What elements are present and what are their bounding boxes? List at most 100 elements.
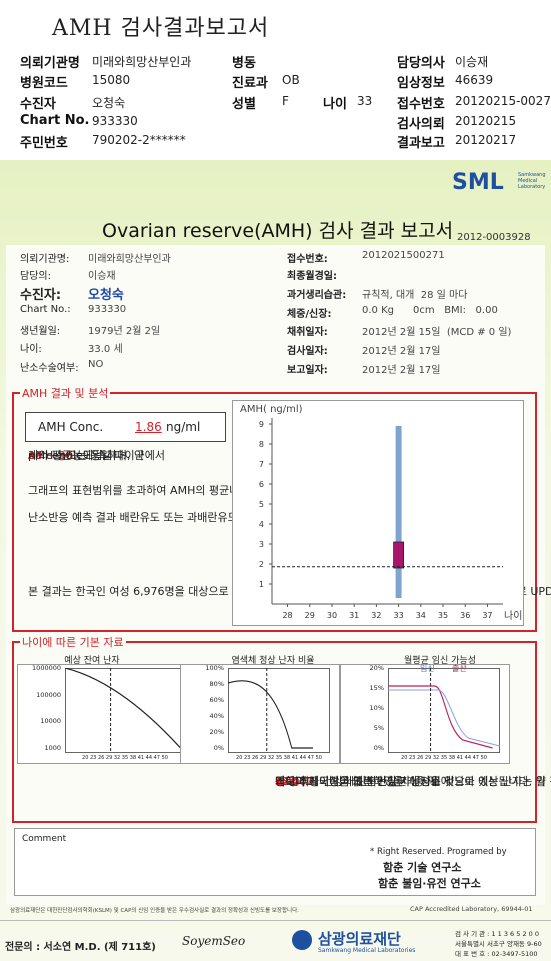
curve	[388, 689, 500, 747]
y-tick-label: 60%	[209, 696, 224, 704]
info-label: 최종월경일:	[287, 271, 337, 282]
field-label: 성별	[232, 97, 256, 112]
conc-value: 1.86	[135, 420, 162, 434]
field-label: 나이	[323, 97, 347, 112]
emphasis: 38	[28, 449, 42, 462]
legend-item: 임신	[420, 664, 435, 673]
y-tick-label: 100%	[205, 664, 224, 672]
amh-section-box	[12, 392, 537, 632]
x-tick-label: 35	[438, 611, 448, 620]
y-tick-label: 2	[259, 560, 264, 569]
y-tick-label: 80%	[209, 680, 224, 688]
field-label: 병원코드	[20, 76, 68, 91]
info-value: 33.0 세	[88, 344, 123, 355]
info-value: 오청숙	[88, 288, 124, 303]
info-value: 이승재	[88, 271, 116, 282]
text: 정도이고, 건강하게 분만할 가능성은 약	[275, 775, 455, 788]
info-label: 담당의:	[20, 271, 51, 282]
field-value: 미래와희망산부인과	[92, 55, 192, 69]
text: 개로 추정되며, 배란되는 난자 중 약	[275, 775, 438, 788]
org-logo-mark	[292, 930, 312, 950]
info-value: 0.0 Kg 0cm BMI: 0.00	[362, 305, 498, 316]
lab-name: 함춘 불임·유전 연구소	[378, 877, 481, 890]
field-label: 검사의뢰	[397, 117, 445, 132]
field-label: Chart No.	[20, 113, 90, 128]
mini-chart	[228, 668, 330, 753]
result-box	[393, 541, 405, 569]
curve	[228, 680, 314, 749]
mini-chart	[65, 668, 185, 754]
y-tick-label: 40%	[209, 712, 224, 720]
field-value: 15080	[92, 73, 131, 87]
y-tick-label: 100000	[36, 690, 61, 699]
info-label: 채취일자:	[287, 327, 328, 338]
y-tick-label: 6	[259, 480, 264, 489]
field-value: 46639	[455, 73, 494, 87]
cap: CAP Accredited Laboratory, 69944-01	[410, 905, 533, 913]
x-tick-label: 31	[349, 611, 359, 620]
y-tick-label: 4	[259, 520, 264, 529]
chart-frame	[232, 400, 524, 626]
y-tick-label: 1000	[44, 744, 61, 752]
y-tick-label: 10000	[40, 717, 61, 726]
logo-sub: Samkwang Medical Laboratory	[518, 172, 546, 190]
text: percentile에 속하며, 약	[28, 449, 145, 462]
text: 귀하의 나이만을 고려하였을 때 난소에 남아 있는 난자는 약	[275, 775, 546, 788]
curve	[65, 668, 185, 754]
plot-area	[388, 668, 500, 753]
y-tick-label: 5%	[373, 724, 384, 732]
info-label: 난소수술여부:	[20, 363, 79, 374]
info-value: 규칙적, 대개 28 일 마다	[362, 290, 468, 301]
info-value: 1979년 2월 2일	[88, 326, 161, 337]
field-label: 접수번호	[397, 97, 445, 112]
mini-chart-title: 예상 잔여 난자	[64, 656, 120, 666]
field-value: F	[282, 94, 289, 108]
text: AMH 농도는 동일 나이군에서	[28, 449, 165, 462]
doctor: 전문의 : 서소연 M.D. (제 711호)	[5, 942, 156, 953]
section-title: AMH 결과 및 분석	[20, 385, 111, 401]
field-label: 진료과	[232, 76, 268, 91]
axis-label: 나이	[504, 610, 522, 622]
org-info: 대 표 번 호 : 02-3497-5100	[455, 950, 538, 958]
field-value: 20120215-00271	[455, 94, 551, 108]
report-title: Ovarian reserve(AMH) 검사 결과 보고서	[102, 220, 454, 242]
axis-label: AMH( ng/ml)	[240, 404, 303, 415]
y-tick-label: 20%	[209, 728, 224, 736]
y-tick-label: 20%	[369, 664, 384, 672]
info-label: 과거생리습관:	[287, 290, 347, 301]
header-title: AMH 검사결과보고서	[52, 16, 270, 41]
org-info: 검 사 기 관 : 1 1 3 6 5 2 0 0	[455, 930, 539, 938]
emphasis: 14%	[275, 775, 300, 788]
x-tick-label: 20 23 26 29 32 35 38 41 44 47 50	[401, 755, 487, 761]
plot-area	[228, 668, 330, 753]
info-value: 2012년 2월 17일	[362, 346, 441, 357]
text: 가 염색체이상이 없는 건강한 난자일 것으로 예상됩니다. 월 평균 임신 가…	[275, 775, 551, 788]
y-tick-label: 7	[259, 460, 264, 469]
field-value: 20120215	[455, 114, 517, 128]
plot-area	[65, 668, 185, 753]
lab-name: 함춘 기술 연구소	[383, 861, 462, 874]
basic-section-box	[12, 641, 537, 823]
text: 입니다.	[275, 775, 309, 788]
logo: SML	[452, 170, 504, 195]
field-value: 오청숙	[92, 96, 126, 110]
y-tick-label: 15%	[369, 684, 384, 692]
report-code: 2012-0003928	[457, 232, 531, 243]
emphasis: 67%	[275, 775, 300, 788]
mini-chart-title: 염색체 정상 난자 비율	[231, 656, 315, 666]
x-tick-label: 29	[305, 611, 315, 620]
comment-label: Comment	[22, 834, 67, 844]
y-tick-label: 0%	[213, 744, 224, 752]
mini-chart-title: 월평균 임신 가능성	[404, 656, 476, 666]
y-tick-label: 1000000	[32, 664, 61, 672]
org-info: 서울특별시 서초구 양재동 9-60	[455, 940, 542, 948]
notice: 삼광의료재단은 대한진단검사의학회(KSLM) 및 CAP의 신임 인증을 받은…	[10, 908, 299, 914]
conc-unit: ng/ml	[166, 420, 201, 434]
x-tick-label: 28	[282, 611, 292, 620]
x-tick-label: 37	[482, 611, 492, 620]
conc-label: AMH Conc.	[38, 420, 104, 434]
section-title: 나이에 따른 기본 자료	[20, 634, 126, 650]
x-tick-label: 30	[327, 611, 337, 620]
emphasis: 18%	[275, 775, 300, 788]
